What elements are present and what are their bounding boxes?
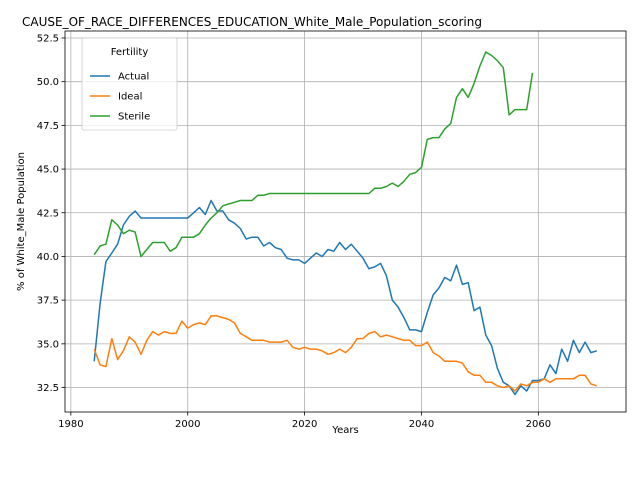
series-line-actual	[93, 199, 598, 396]
legend: Fertility Actual Ideal Sterile	[81, 37, 178, 131]
chart-title: CAUSE_OF_RACE_DIFFERENCES_EDUCATION_Whit…	[22, 15, 482, 29]
y-tick-label: 45.0	[37, 165, 59, 176]
axis-ticks: 1980 2000 2020 2040 2060 32.5 35.0 37.5 40.0 42.5…	[37, 33, 551, 430]
y-tick-label: 52.5	[37, 33, 59, 44]
legend-label-actual: Actual	[118, 72, 149, 83]
series-line-ideal	[93, 315, 598, 392]
series-line-sterile	[93, 51, 534, 258]
x-tick-label: 2020	[292, 419, 317, 430]
y-tick-label: 47.5	[37, 121, 59, 132]
x-tick-label: 1980	[58, 419, 83, 430]
y-axis-label: % of White_Male Population	[16, 152, 27, 291]
y-tick-label: 32.5	[37, 383, 59, 394]
x-tick-label: 2000	[175, 419, 200, 430]
legend-label-sterile: Sterile	[118, 112, 150, 123]
y-tick-label: 37.5	[37, 296, 59, 307]
y-tick-label: 50.0	[37, 77, 59, 88]
series-layer	[93, 51, 598, 396]
plot-frame	[64, 30, 627, 413]
y-tick-label: 35.0	[37, 339, 59, 350]
legend-box	[81, 37, 178, 131]
y-tick-label: 42.5	[37, 208, 59, 219]
y-tick-label: 40.0	[37, 252, 59, 263]
x-tick-label: 2060	[526, 419, 551, 430]
x-tick-label: 2040	[409, 419, 434, 430]
legend-title: Fertility	[111, 47, 149, 58]
grid	[65, 31, 626, 412]
x-axis-label: Years	[331, 425, 358, 436]
legend-label-ideal: Ideal	[118, 92, 142, 103]
